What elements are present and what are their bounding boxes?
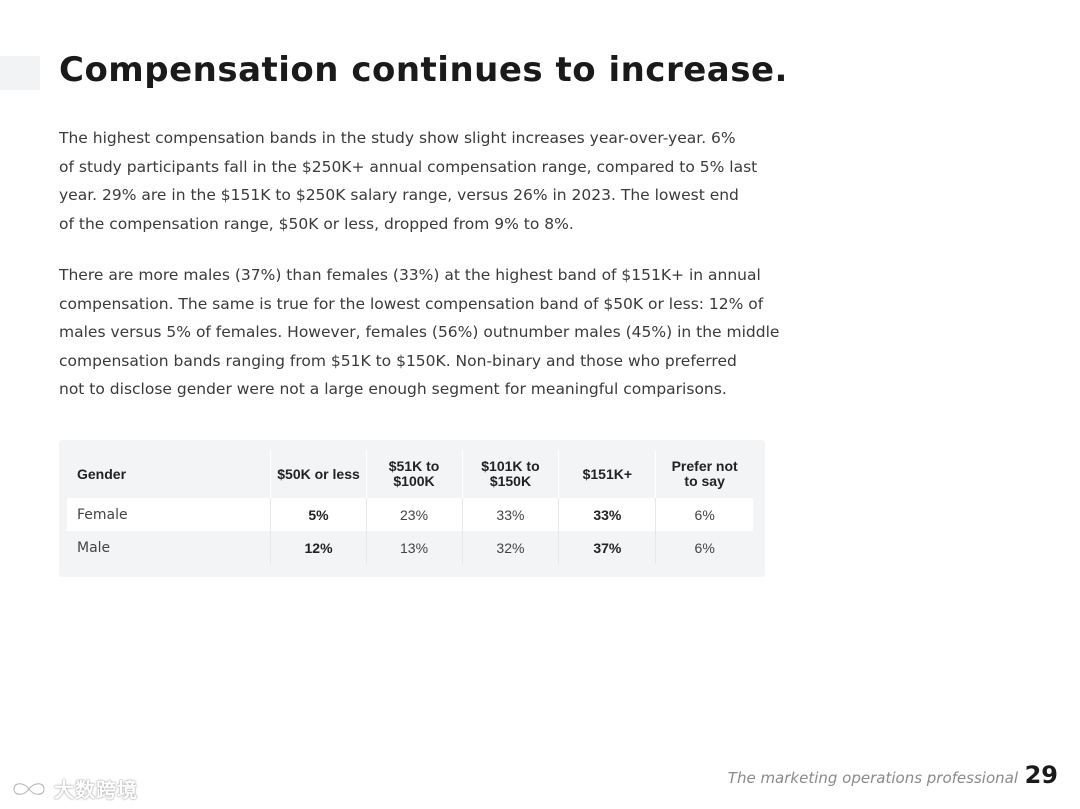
header-151k-plus: $151K+ [558, 450, 656, 498]
table-row-male: Male 12% 13% 32% 37% 6% [67, 531, 753, 564]
gender-paragraph: There are more males (37%) than females … [59, 261, 779, 404]
paragraph-line: of the compensation range, $50K or less,… [59, 214, 574, 233]
compensation-by-gender-table: Gender $50K or less $51K to $100K $101K … [67, 450, 753, 564]
paragraph-line: of study participants fall in the $250K+… [59, 157, 758, 176]
header-line: $100K [393, 473, 435, 489]
header-line: Prefer not [671, 458, 738, 474]
intro-paragraph: The highest compensation bands in the st… [59, 124, 779, 238]
page-number: 29 [1024, 761, 1058, 789]
cell-50k-or-less: 5% [270, 498, 367, 531]
header-51k-to-100k: $51K to $100K [365, 450, 463, 498]
infinity-logo-icon [12, 781, 46, 796]
paragraph-line: compensation. The same is true for the l… [59, 294, 764, 313]
header-101k-to-150k: $101K to $150K [461, 450, 559, 498]
paragraph-line: year. 29% are in the $151K to $250K sala… [59, 186, 739, 204]
header-gender: Gender [77, 465, 127, 482]
paragraph-line: males versus 5% of females. However, fem… [59, 323, 780, 341]
header-line: $51K to [388, 458, 440, 474]
row-label: Male [67, 531, 271, 564]
cell-prefer-not-to-say: 6% [655, 498, 753, 531]
cell-prefer-not-to-say: 6% [655, 531, 753, 564]
paragraph-line: The highest compensation bands in the st… [59, 129, 736, 147]
header-line: $101K to [481, 458, 540, 474]
paragraph-line: not to disclose gender were not a large … [59, 380, 727, 398]
cell-50k-or-less: 12% [270, 531, 367, 564]
header-line: $150K [489, 473, 532, 489]
row-label: Female [67, 498, 271, 531]
cell-51k-to-100k: 23% [365, 498, 463, 531]
header-50k-or-less: $50K or less [270, 450, 367, 498]
compensation-table-panel: Gender $50K or less $51K to $100K $101K … [59, 440, 765, 577]
cell-51k-to-100k: 13% [365, 531, 463, 564]
page-title: Compensation continues to increase. [59, 50, 788, 90]
side-tab-marker [0, 56, 40, 90]
watermark-text: 大数跨境 [54, 778, 138, 802]
paragraph-line: There are more males (37%) than females … [59, 266, 761, 284]
table-header-row: Gender $50K or less $51K to $100K $101K … [67, 450, 753, 498]
cell-151k-plus: 37% [558, 531, 656, 564]
table-row-female: Female 5% 23% 33% 33% 6% [67, 498, 753, 531]
header-line: to say [684, 473, 725, 489]
cell-101k-to-150k: 32% [461, 531, 559, 564]
paragraph-line: compensation bands ranging from $51K to … [59, 351, 737, 370]
cell-151k-plus: 33% [558, 498, 656, 531]
header-prefer-not-to-say: Prefer not to say [655, 450, 753, 498]
watermark: 大数跨境 [8, 774, 138, 803]
cell-101k-to-150k: 33% [461, 498, 559, 531]
footer-publication-name: The marketing operations professional [727, 769, 1018, 787]
